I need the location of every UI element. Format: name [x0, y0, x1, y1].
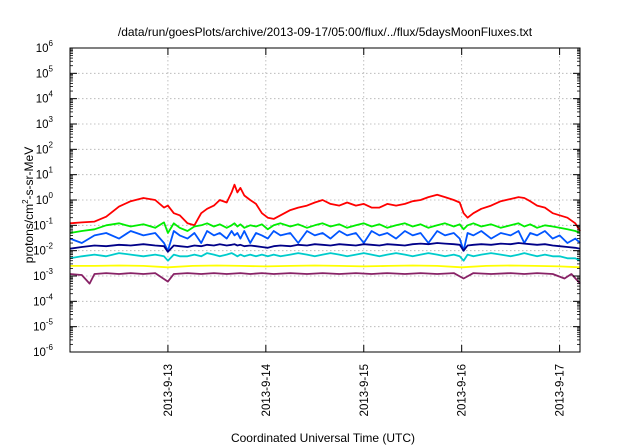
- series-line: [69, 183, 581, 232]
- axis-ticks: [70, 47, 580, 353]
- series-line: [70, 264, 581, 269]
- x-tick-label: 2013-9-15: [359, 364, 371, 416]
- x-axis-title: Coordinated Universal Time (UTC): [231, 431, 415, 445]
- x-tick-label: 2013-9-13: [163, 364, 175, 416]
- series-lines: [69, 183, 581, 285]
- y-tick-label: 102: [36, 140, 54, 156]
- y-tick-label: 10-2: [33, 242, 53, 258]
- y-tick-labels: 106 105 104 103 102 101 100 10-1 10-2 10-3 10-4 10-…: [33, 39, 53, 359]
- y-tick-label: 10-1: [33, 216, 53, 232]
- y-tick-label: 101: [36, 166, 54, 182]
- x-tick-label: 2013-9-17: [555, 364, 567, 416]
- x-tick-label: 2013-9-14: [261, 363, 273, 416]
- y-tick-label: 104: [36, 90, 54, 106]
- y-tick-label: 10-6: [33, 343, 53, 359]
- x-tick-labels: 2013-9-13 2013-9-14 2013-9-15 2013-9-16 2013…: [163, 363, 567, 416]
- series-line: [69, 252, 581, 262]
- y-tick-label: 103: [36, 115, 54, 131]
- y-tick-label: 105: [36, 64, 54, 80]
- chart-title: /data/run/goesPlots/archive/2013-09-17/0…: [118, 25, 533, 39]
- y-tick-label: 106: [36, 39, 54, 55]
- y-axis-title: protons/cm2-s-sr-MeV: [21, 147, 36, 263]
- series-line: [69, 230, 581, 252]
- series-line: [69, 272, 581, 285]
- series-line: [69, 242, 581, 253]
- y-tick-label: 10-4: [33, 292, 53, 308]
- y-tick-label: 100: [36, 191, 54, 207]
- y-tick-label: 10-5: [33, 318, 53, 334]
- series-line: [69, 221, 581, 234]
- x-tick-label: 2013-9-16: [457, 364, 469, 416]
- y-tick-label: 10-3: [33, 267, 53, 283]
